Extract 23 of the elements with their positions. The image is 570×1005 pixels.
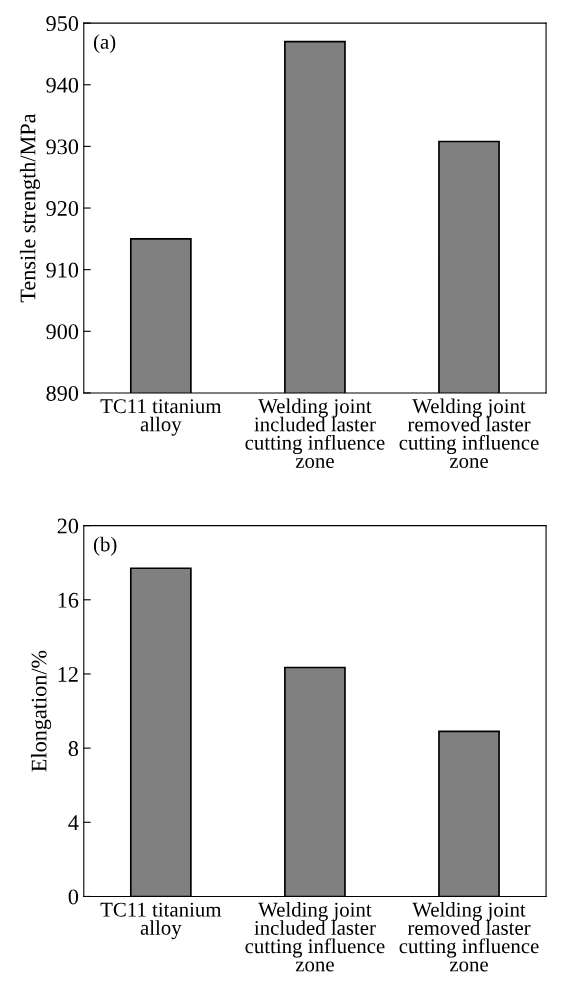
y-tick-label: 0 — [68, 889, 79, 905]
annotation: (b) — [93, 536, 117, 556]
y-tick-label: 920 — [46, 200, 79, 216]
y-tick-label: 940 — [46, 77, 79, 93]
y-tick-label: 950 — [46, 16, 79, 32]
x-tick-label: TC11 titanium alloy — [100, 902, 222, 940]
y-tick-label: 900 — [46, 324, 79, 340]
y-tick-label: 8 — [68, 741, 79, 757]
y-tick-label: 20 — [57, 518, 79, 534]
x-tick-label: Welding joint included laster cutting influence zone — [245, 902, 385, 972]
y-tick-label: 930 — [46, 139, 79, 155]
x-tick-label: Welding joint removed laster cutting influence zone — [399, 902, 539, 972]
y-axis-title: Elongation/% — [30, 650, 52, 772]
y-tick-label: 890 — [46, 385, 79, 401]
annotation: (a) — [93, 34, 116, 54]
x-tick-label: Welding joint removed laster cutting influence zone — [399, 398, 539, 468]
y-tick-label: 12 — [58, 666, 78, 682]
y-tick-label: 4 — [68, 815, 79, 830]
x-tick-label: Welding joint included laster cutting influence zone — [245, 398, 385, 468]
y-tick-label: 16 — [58, 592, 79, 608]
y-axis-title: Tensile strength/MPa — [19, 113, 41, 303]
y-tick-label: 910 — [46, 262, 79, 278]
x-tick-label: TC11 titanium alloy — [100, 399, 222, 436]
